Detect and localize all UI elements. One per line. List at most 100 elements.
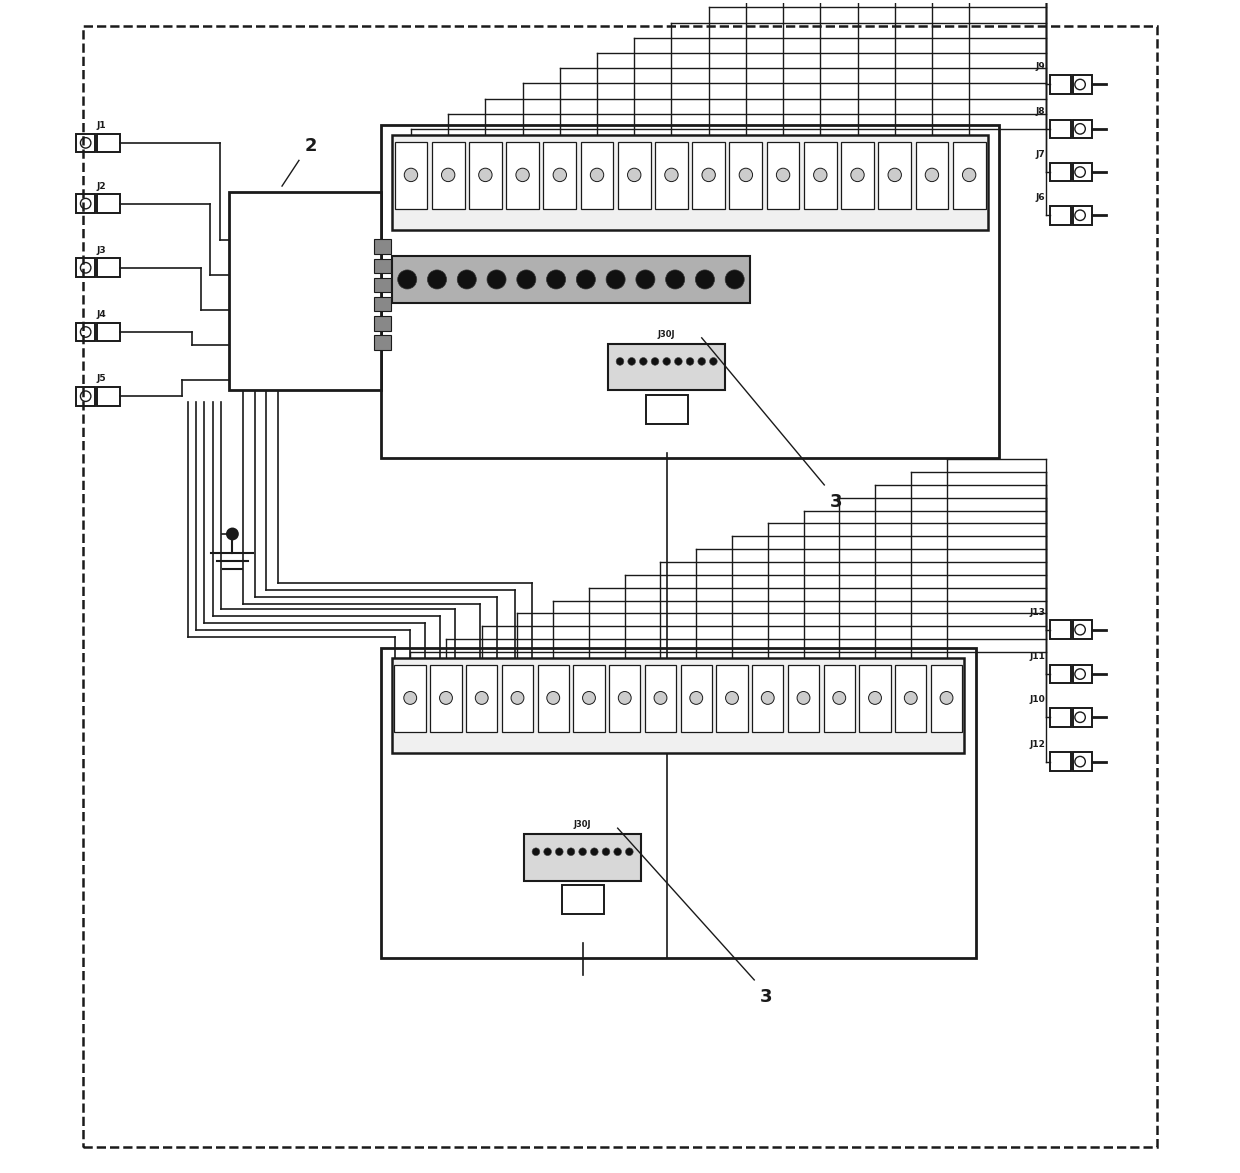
Circle shape	[813, 168, 827, 182]
Bar	[1073, 75, 1091, 94]
Bar	[609, 344, 725, 391]
Bar	[1073, 621, 1091, 639]
Bar	[1049, 163, 1070, 182]
Bar	[618, 142, 651, 209]
Circle shape	[567, 848, 575, 855]
Text: J7: J7	[1035, 150, 1045, 160]
Circle shape	[404, 168, 418, 182]
Circle shape	[962, 168, 976, 182]
Circle shape	[487, 270, 506, 289]
Bar	[381, 126, 999, 459]
Bar	[432, 142, 465, 209]
Text: J12: J12	[1029, 739, 1045, 748]
Bar	[692, 142, 725, 209]
Circle shape	[625, 848, 634, 855]
Text: J8: J8	[1035, 107, 1045, 116]
Circle shape	[702, 168, 715, 182]
Text: J4: J4	[97, 310, 107, 319]
Bar	[878, 142, 911, 209]
Bar	[373, 239, 391, 253]
Bar	[392, 256, 750, 303]
Bar	[895, 665, 926, 732]
Circle shape	[640, 358, 647, 365]
Bar	[392, 658, 965, 753]
Bar	[506, 142, 539, 209]
Circle shape	[479, 168, 492, 182]
Circle shape	[776, 168, 790, 182]
Circle shape	[739, 168, 753, 182]
Bar	[1049, 621, 1070, 639]
Circle shape	[553, 168, 567, 182]
Circle shape	[725, 270, 744, 289]
Text: J13: J13	[1029, 608, 1045, 617]
Circle shape	[761, 692, 774, 704]
Bar	[787, 665, 820, 732]
Bar	[952, 142, 986, 209]
Circle shape	[603, 848, 610, 855]
Circle shape	[833, 692, 846, 704]
Circle shape	[441, 168, 455, 182]
Circle shape	[868, 692, 882, 704]
Text: J2: J2	[97, 182, 107, 190]
Circle shape	[556, 848, 563, 855]
Circle shape	[517, 270, 536, 289]
Bar	[751, 665, 784, 732]
Circle shape	[616, 358, 624, 365]
Text: 2: 2	[305, 136, 317, 155]
Bar	[1073, 163, 1091, 182]
Bar	[97, 195, 120, 213]
Circle shape	[439, 692, 453, 704]
Bar	[97, 134, 120, 152]
Circle shape	[226, 528, 239, 541]
Bar	[373, 278, 391, 292]
Circle shape	[532, 848, 539, 855]
Bar	[609, 665, 641, 732]
Circle shape	[675, 358, 682, 365]
Bar	[645, 665, 676, 732]
Circle shape	[475, 692, 489, 704]
Bar	[373, 297, 391, 311]
Bar	[543, 142, 577, 209]
Bar	[859, 665, 890, 732]
Bar	[373, 335, 391, 350]
Text: J3: J3	[97, 245, 107, 255]
Circle shape	[614, 848, 621, 855]
Bar	[97, 323, 120, 341]
Circle shape	[590, 848, 598, 855]
Circle shape	[583, 692, 595, 704]
Bar	[76, 323, 95, 341]
Bar	[392, 135, 988, 230]
Circle shape	[888, 168, 901, 182]
Circle shape	[579, 848, 587, 855]
Bar	[1049, 206, 1070, 224]
Bar	[1049, 752, 1070, 771]
Bar	[841, 142, 874, 209]
Bar	[76, 258, 95, 277]
Circle shape	[940, 692, 954, 704]
Circle shape	[636, 270, 655, 289]
Bar	[931, 665, 962, 732]
Text: J9: J9	[1035, 62, 1045, 72]
Circle shape	[851, 168, 864, 182]
Bar	[766, 142, 800, 209]
Text: J30J: J30J	[574, 820, 591, 829]
Bar	[1073, 752, 1091, 771]
Circle shape	[619, 692, 631, 704]
Bar	[823, 665, 856, 732]
Bar	[525, 834, 641, 881]
Bar	[76, 134, 95, 152]
Bar	[229, 192, 381, 391]
Circle shape	[544, 848, 552, 855]
Bar	[1073, 206, 1091, 224]
Bar	[76, 387, 95, 406]
Bar	[562, 886, 604, 914]
Text: J30J: J30J	[658, 330, 676, 339]
Circle shape	[797, 692, 810, 704]
Bar	[804, 142, 837, 209]
Circle shape	[398, 270, 417, 289]
Circle shape	[725, 692, 739, 704]
Bar	[537, 665, 569, 732]
Circle shape	[606, 270, 625, 289]
Bar	[646, 395, 688, 423]
Bar	[1049, 120, 1070, 138]
